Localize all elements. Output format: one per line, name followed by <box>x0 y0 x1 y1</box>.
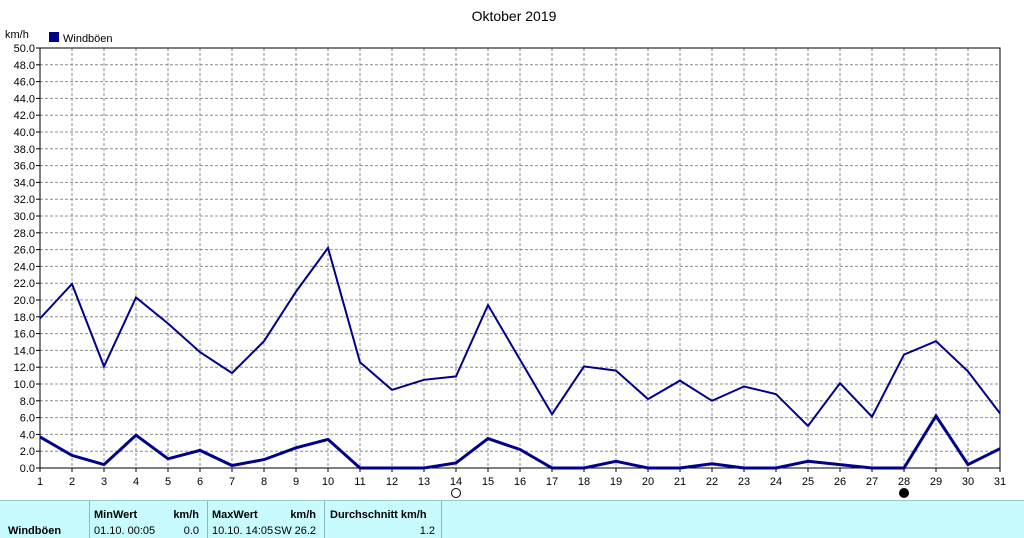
x-tick-label: 12 <box>386 476 398 488</box>
avg-value: 1.2 <box>420 525 435 537</box>
x-tick-label: 11 <box>354 476 365 488</box>
y-tick-label: 14.0 <box>14 345 35 357</box>
y-tick-label: 44.0 <box>14 93 35 105</box>
chart-title: Oktober 2019 <box>472 8 557 24</box>
x-tick-label: 16 <box>514 476 526 488</box>
stats-row-label-cell: Windböen <box>0 501 89 538</box>
legend-swatch <box>49 32 59 42</box>
x-tick-label: 2 <box>69 476 75 488</box>
x-tick-label: 31 <box>994 476 1006 488</box>
x-tick-label: 15 <box>482 476 494 488</box>
grid <box>40 48 1000 468</box>
x-tick-label: 13 <box>418 476 430 488</box>
x-tick-label: 18 <box>578 476 590 488</box>
stats-row-label: Windböen <box>8 525 61 537</box>
statistics-panel: Windböen MinWert km/h 01.10. 00:05 0.0 M… <box>0 500 1024 538</box>
max-unit: km/h <box>290 509 316 521</box>
y-tick-label: 12.0 <box>14 362 35 374</box>
y-tick-label: 48.0 <box>14 60 35 72</box>
x-tick-label: 29 <box>930 476 942 488</box>
x-tick-label: 28 <box>898 476 910 488</box>
y-tick-label: 36.0 <box>14 161 35 173</box>
x-tick-label: 3 <box>101 476 107 488</box>
min-time: 01.10. 00:05 <box>94 525 155 537</box>
x-tick-label: 25 <box>802 476 814 488</box>
x-tick-label: 6 <box>197 476 203 488</box>
y-tick-label: 50.0 <box>14 43 35 55</box>
stats-divider <box>441 501 442 538</box>
x-tick-label: 7 <box>229 476 235 488</box>
x-tick-label: 30 <box>962 476 974 488</box>
new-moon-icon <box>900 489 909 498</box>
x-tick-label: 26 <box>834 476 846 488</box>
x-tick-label: 22 <box>706 476 718 488</box>
full-moon-icon <box>452 489 461 498</box>
x-tick-label: 21 <box>674 476 686 488</box>
x-tick-label: 10 <box>322 476 334 488</box>
y-axis-ticks: 0.0 2.0 4.0 6.0 8.0 10.0 12.0 14.0 16.0 18.0 20.0 2… <box>14 43 40 475</box>
legend-label: Windböen <box>63 33 113 45</box>
y-tick-label: 4.0 <box>20 429 35 441</box>
x-tick-label: 9 <box>293 476 299 488</box>
y-tick-label: 20.0 <box>14 295 35 307</box>
y-tick-label: 6.0 <box>20 413 35 425</box>
stats-min-cell: MinWert km/h 01.10. 00:05 0.0 <box>90 501 207 538</box>
moon-phase-markers <box>452 489 909 498</box>
x-tick-label: 24 <box>770 476 782 488</box>
y-tick-label: 26.0 <box>14 245 35 257</box>
stats-avg-cell: Durchschnitt km/h 1.2 <box>325 501 441 538</box>
y-tick-label: 2.0 <box>20 446 35 458</box>
x-tick-label: 19 <box>610 476 622 488</box>
y-tick-label: 34.0 <box>14 177 35 189</box>
x-tick-label: 5 <box>165 476 171 488</box>
line-chart: Oktober 2019 km/h Windböen 0.0 2.0 4.0 6.0 8… <box>0 0 1024 500</box>
max-direction: SW <box>274 525 292 537</box>
y-tick-label: 46.0 <box>14 77 35 89</box>
x-tick-label: 4 <box>133 476 139 488</box>
y-tick-label: 42.0 <box>14 110 35 122</box>
max-time: 10.10. 14:05 <box>212 525 273 537</box>
min-unit: km/h <box>173 509 199 521</box>
x-tick-label: 17 <box>546 476 558 488</box>
x-tick-label: 8 <box>261 476 267 488</box>
y-tick-label: 22.0 <box>14 278 35 290</box>
y-tick-label: 18.0 <box>14 312 35 324</box>
x-tick-label: 27 <box>866 476 878 488</box>
min-header: MinWert <box>94 509 137 521</box>
max-value: 26.2 <box>295 525 316 537</box>
max-header: MaxWert <box>212 509 258 521</box>
avg-header: Durchschnitt km/h <box>330 509 427 521</box>
legend: Windböen <box>49 32 113 45</box>
x-tick-label: 14 <box>450 476 462 488</box>
stats-max-cell: MaxWert km/h 10.10. 14:05 SW 26.2 <box>208 501 324 538</box>
x-tick-label: 23 <box>738 476 750 488</box>
y-tick-label: 24.0 <box>14 261 35 273</box>
y-axis-unit: km/h <box>5 29 29 41</box>
x-tick-label: 20 <box>642 476 654 488</box>
y-tick-label: 28.0 <box>14 228 35 240</box>
y-tick-label: 38.0 <box>14 144 35 156</box>
min-value: 0.0 <box>184 525 199 537</box>
y-tick-label: 16.0 <box>14 329 35 341</box>
y-tick-label: 32.0 <box>14 194 35 206</box>
x-tick-label: 1 <box>37 476 43 488</box>
y-tick-label: 0.0 <box>20 463 35 475</box>
y-tick-label: 30.0 <box>14 211 35 223</box>
y-tick-label: 10.0 <box>14 379 35 391</box>
y-tick-label: 8.0 <box>20 396 35 408</box>
y-tick-label: 40.0 <box>14 127 35 139</box>
